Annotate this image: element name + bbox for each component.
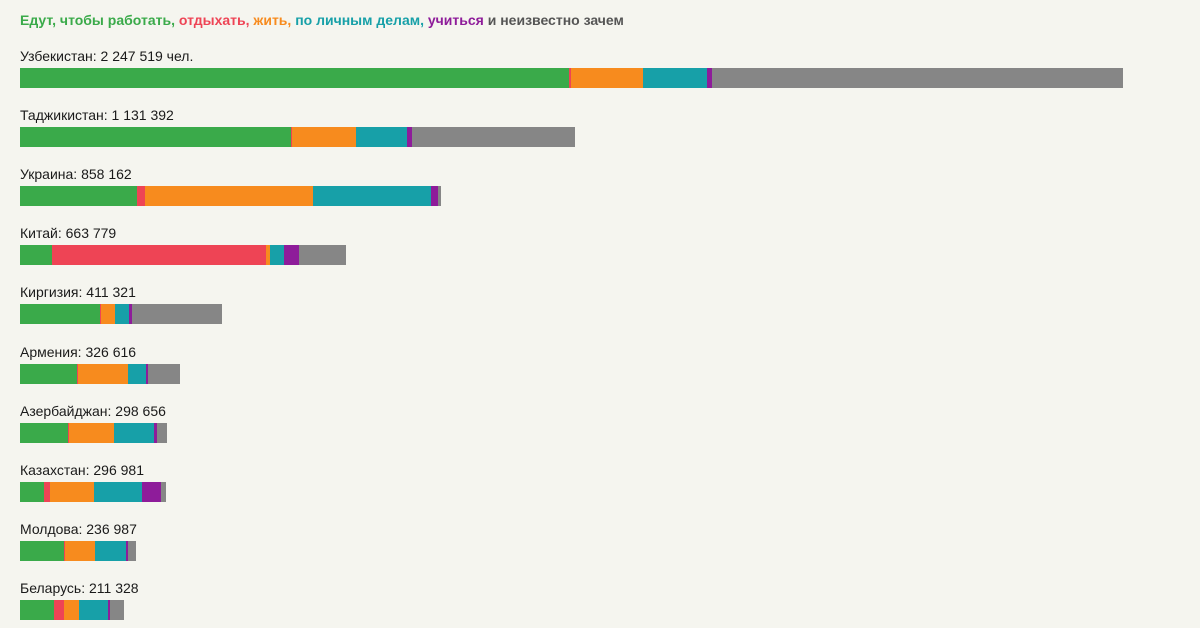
title-part-9: и неизвестно зачем <box>483 12 624 28</box>
stacked-bar <box>20 422 167 443</box>
bar-segment-rest <box>568 68 571 88</box>
title-part-1: , <box>171 12 179 28</box>
bar-segment-study <box>146 363 149 384</box>
bar-segment-live <box>69 422 115 443</box>
stacked-bar-rows: Узбекистан: 2 247 519 чел. Таджикистан: 1… <box>20 0 1180 628</box>
bar-segment-rest <box>68 422 70 443</box>
bar-segment-personal <box>642 68 707 88</box>
bar-label: Казахстан: 296 981 <box>20 461 144 478</box>
bar-segment-live <box>266 245 271 266</box>
bar-segment-personal <box>94 481 143 502</box>
bar-segment-work <box>20 363 78 384</box>
bar-label: Киргизия: 411 321 <box>20 284 136 301</box>
bar-segment-study <box>125 540 128 561</box>
bar-segment-unknown <box>437 186 442 207</box>
bar-segment-study <box>142 481 161 502</box>
chart-title: Едут, чтобы работать, отдыхать, жить, по… <box>20 12 624 28</box>
bar-segment-rest <box>53 599 64 620</box>
stacked-bar <box>20 540 137 561</box>
bar-segment-unknown <box>298 245 346 266</box>
stacked-bar <box>20 599 124 620</box>
bar-segment-study <box>107 599 110 620</box>
bar-segment-rest <box>99 304 101 325</box>
bar-segment-study <box>406 127 412 148</box>
bar-segment-live <box>100 304 115 325</box>
bar-label: Узбекистан: 2 247 519 чел. <box>20 48 194 64</box>
title-part-4: жить <box>253 12 288 28</box>
bar-segment-personal <box>114 422 155 443</box>
bar-segment-rest <box>44 481 50 502</box>
stacked-bar <box>20 363 181 384</box>
bar-segment-work <box>20 481 45 502</box>
title-part-3: , <box>245 12 254 28</box>
bar-segment-live <box>78 363 129 384</box>
bar-segment-work <box>20 68 569 88</box>
bar-segment-study <box>430 186 438 207</box>
bar-segment-personal <box>95 540 126 561</box>
bar-segment-study <box>128 304 132 325</box>
bar-segment-personal <box>356 127 407 148</box>
stacked-bar <box>20 481 166 502</box>
bar-segment-live <box>63 599 79 620</box>
bar-segment-live <box>65 540 96 561</box>
bar-label: Молдова: 236 987 <box>20 520 137 537</box>
title-part-5: , <box>287 12 296 28</box>
bar-segment-rest <box>137 186 146 207</box>
bar-segment-live <box>292 127 357 148</box>
bar-segment-personal <box>128 363 147 384</box>
bar-segment-rest <box>51 245 267 266</box>
bar-segment-work <box>20 245 52 266</box>
bar-segment-unknown <box>157 422 167 443</box>
bar-segment-work <box>20 540 65 561</box>
bar-label: Беларусь: 211 328 <box>20 579 139 596</box>
title-part-2: отдыхать <box>178 12 246 28</box>
title-part-8: учиться <box>427 12 484 28</box>
bar-segment-rest <box>291 127 293 148</box>
bar-segment-unknown <box>148 363 181 384</box>
stacked-bar <box>20 186 442 207</box>
bar-label: Китай: 663 779 <box>20 225 117 242</box>
bar-label: Украина: 858 162 <box>20 166 132 183</box>
stacked-bar <box>20 127 576 148</box>
stacked-bar <box>20 68 1123 88</box>
bar-segment-unknown <box>411 127 576 148</box>
bar-segment-work <box>20 186 138 207</box>
bar-segment-live <box>49 481 95 502</box>
bar-segment-study <box>284 245 299 266</box>
bar-segment-rest <box>64 540 66 561</box>
bar-label: Армения: 326 616 <box>20 343 137 360</box>
stacked-bar <box>20 245 346 266</box>
bar-segment-personal <box>114 304 129 325</box>
bar-segment-personal <box>270 245 284 266</box>
bar-segment-work <box>20 304 100 325</box>
title-part-7: , <box>420 12 428 28</box>
bar-segment-rest <box>77 363 79 384</box>
bar-segment-unknown <box>131 304 222 325</box>
bar-label: Таджикистан: 1 131 392 <box>20 107 174 124</box>
bar-segment-personal <box>78 599 108 620</box>
bar-segment-study <box>154 422 158 443</box>
bar-segment-live <box>570 68 643 88</box>
stacked-bar <box>20 304 222 325</box>
bar-segment-unknown <box>109 599 124 620</box>
bar-segment-work <box>20 127 292 148</box>
bar-segment-unknown <box>712 68 1123 88</box>
bar-segment-live <box>145 186 313 207</box>
title-part-6: по личным делам <box>295 12 421 28</box>
bar-segment-work <box>20 599 54 620</box>
bar-segment-unknown <box>127 540 137 561</box>
bar-segment-unknown <box>160 481 166 502</box>
title-part-0: Едут, чтобы работать <box>20 12 172 28</box>
bar-segment-study <box>706 68 713 88</box>
bar-segment-work <box>20 422 69 443</box>
bar-segment-personal <box>312 186 431 207</box>
bar-label: Азербайджан: 298 656 <box>20 402 166 419</box>
